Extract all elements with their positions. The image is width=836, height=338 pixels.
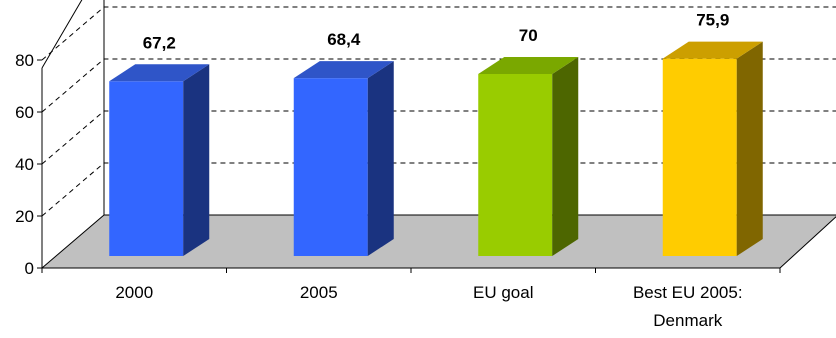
bar-front [293, 78, 368, 256]
chart-walls [41, 0, 836, 216]
bar [109, 64, 210, 256]
bar-front [478, 74, 553, 256]
bar [478, 57, 579, 256]
y-tick-label: 60 [15, 103, 34, 122]
chart-floor [40, 214, 836, 269]
bar-side [736, 41, 763, 256]
side-wall-edge [41, 0, 83, 69]
bar-front [109, 81, 184, 256]
x-tick-label: Best EU 2005: Denmark [633, 283, 743, 330]
bar-top [293, 61, 394, 79]
back-wall [103, 0, 836, 216]
bar-side [367, 61, 394, 256]
gridline [41, 162, 836, 217]
bar-side [183, 64, 210, 256]
y-tick-label: 20 [15, 207, 34, 226]
bars [109, 41, 763, 256]
gridlines [41, 6, 836, 217]
x-tick-label: 2000 [115, 283, 153, 302]
bar-top [478, 57, 579, 74]
bar [662, 41, 763, 256]
x-tick-label: EU goal [473, 283, 533, 302]
floor-plane [40, 214, 836, 269]
bar-top [662, 41, 763, 59]
y-tick-label: 40 [15, 155, 34, 174]
bar [293, 61, 394, 256]
bar-side [552, 57, 579, 256]
y-tick-label: 0 [25, 259, 34, 278]
bar-front [662, 58, 737, 256]
data-label: 70 [519, 26, 538, 45]
x-tick-label: 2005 [300, 283, 338, 302]
data-label: 67,2 [143, 33, 176, 52]
gridline [41, 58, 836, 113]
data-label: 68,4 [327, 30, 361, 49]
data-label: 75,9 [696, 11, 729, 30]
gridline [41, 6, 836, 61]
y-tick-label: 80 [15, 51, 34, 70]
gridline [41, 110, 836, 165]
bar-top [109, 64, 210, 82]
labels: 0 20 40 60 80 67,2 2000 68,4 2005 70 EU goal 75,9 Be… [15, 11, 742, 330]
axes [37, 59, 781, 273]
